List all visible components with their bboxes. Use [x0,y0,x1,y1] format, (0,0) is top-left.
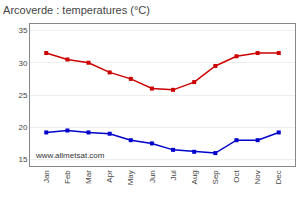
svg-text:May: May [126,170,135,185]
svg-text:35: 35 [18,26,27,35]
svg-text:30: 30 [18,59,27,68]
svg-text:www.allmetsat.com: www.allmetsat.com [35,151,105,160]
svg-text:20: 20 [18,123,27,132]
svg-text:Nov: Nov [253,170,262,184]
svg-text:Jan: Jan [42,170,51,183]
svg-text:25: 25 [18,91,27,100]
svg-text:15: 15 [18,155,27,164]
svg-text:Aug: Aug [190,170,199,184]
svg-text:Sep: Sep [211,170,220,185]
svg-text:Mar: Mar [84,170,93,184]
svg-text:Jul: Jul [169,170,178,180]
svg-text:Oct: Oct [232,169,241,182]
svg-text:Apr: Apr [105,170,114,183]
svg-text:Jun: Jun [148,170,157,183]
svg-text:Dec: Dec [274,170,283,184]
svg-text:Feb: Feb [63,170,72,184]
svg-text:Arcoverde : temperatures (°C): Arcoverde : temperatures (°C) [3,4,150,16]
